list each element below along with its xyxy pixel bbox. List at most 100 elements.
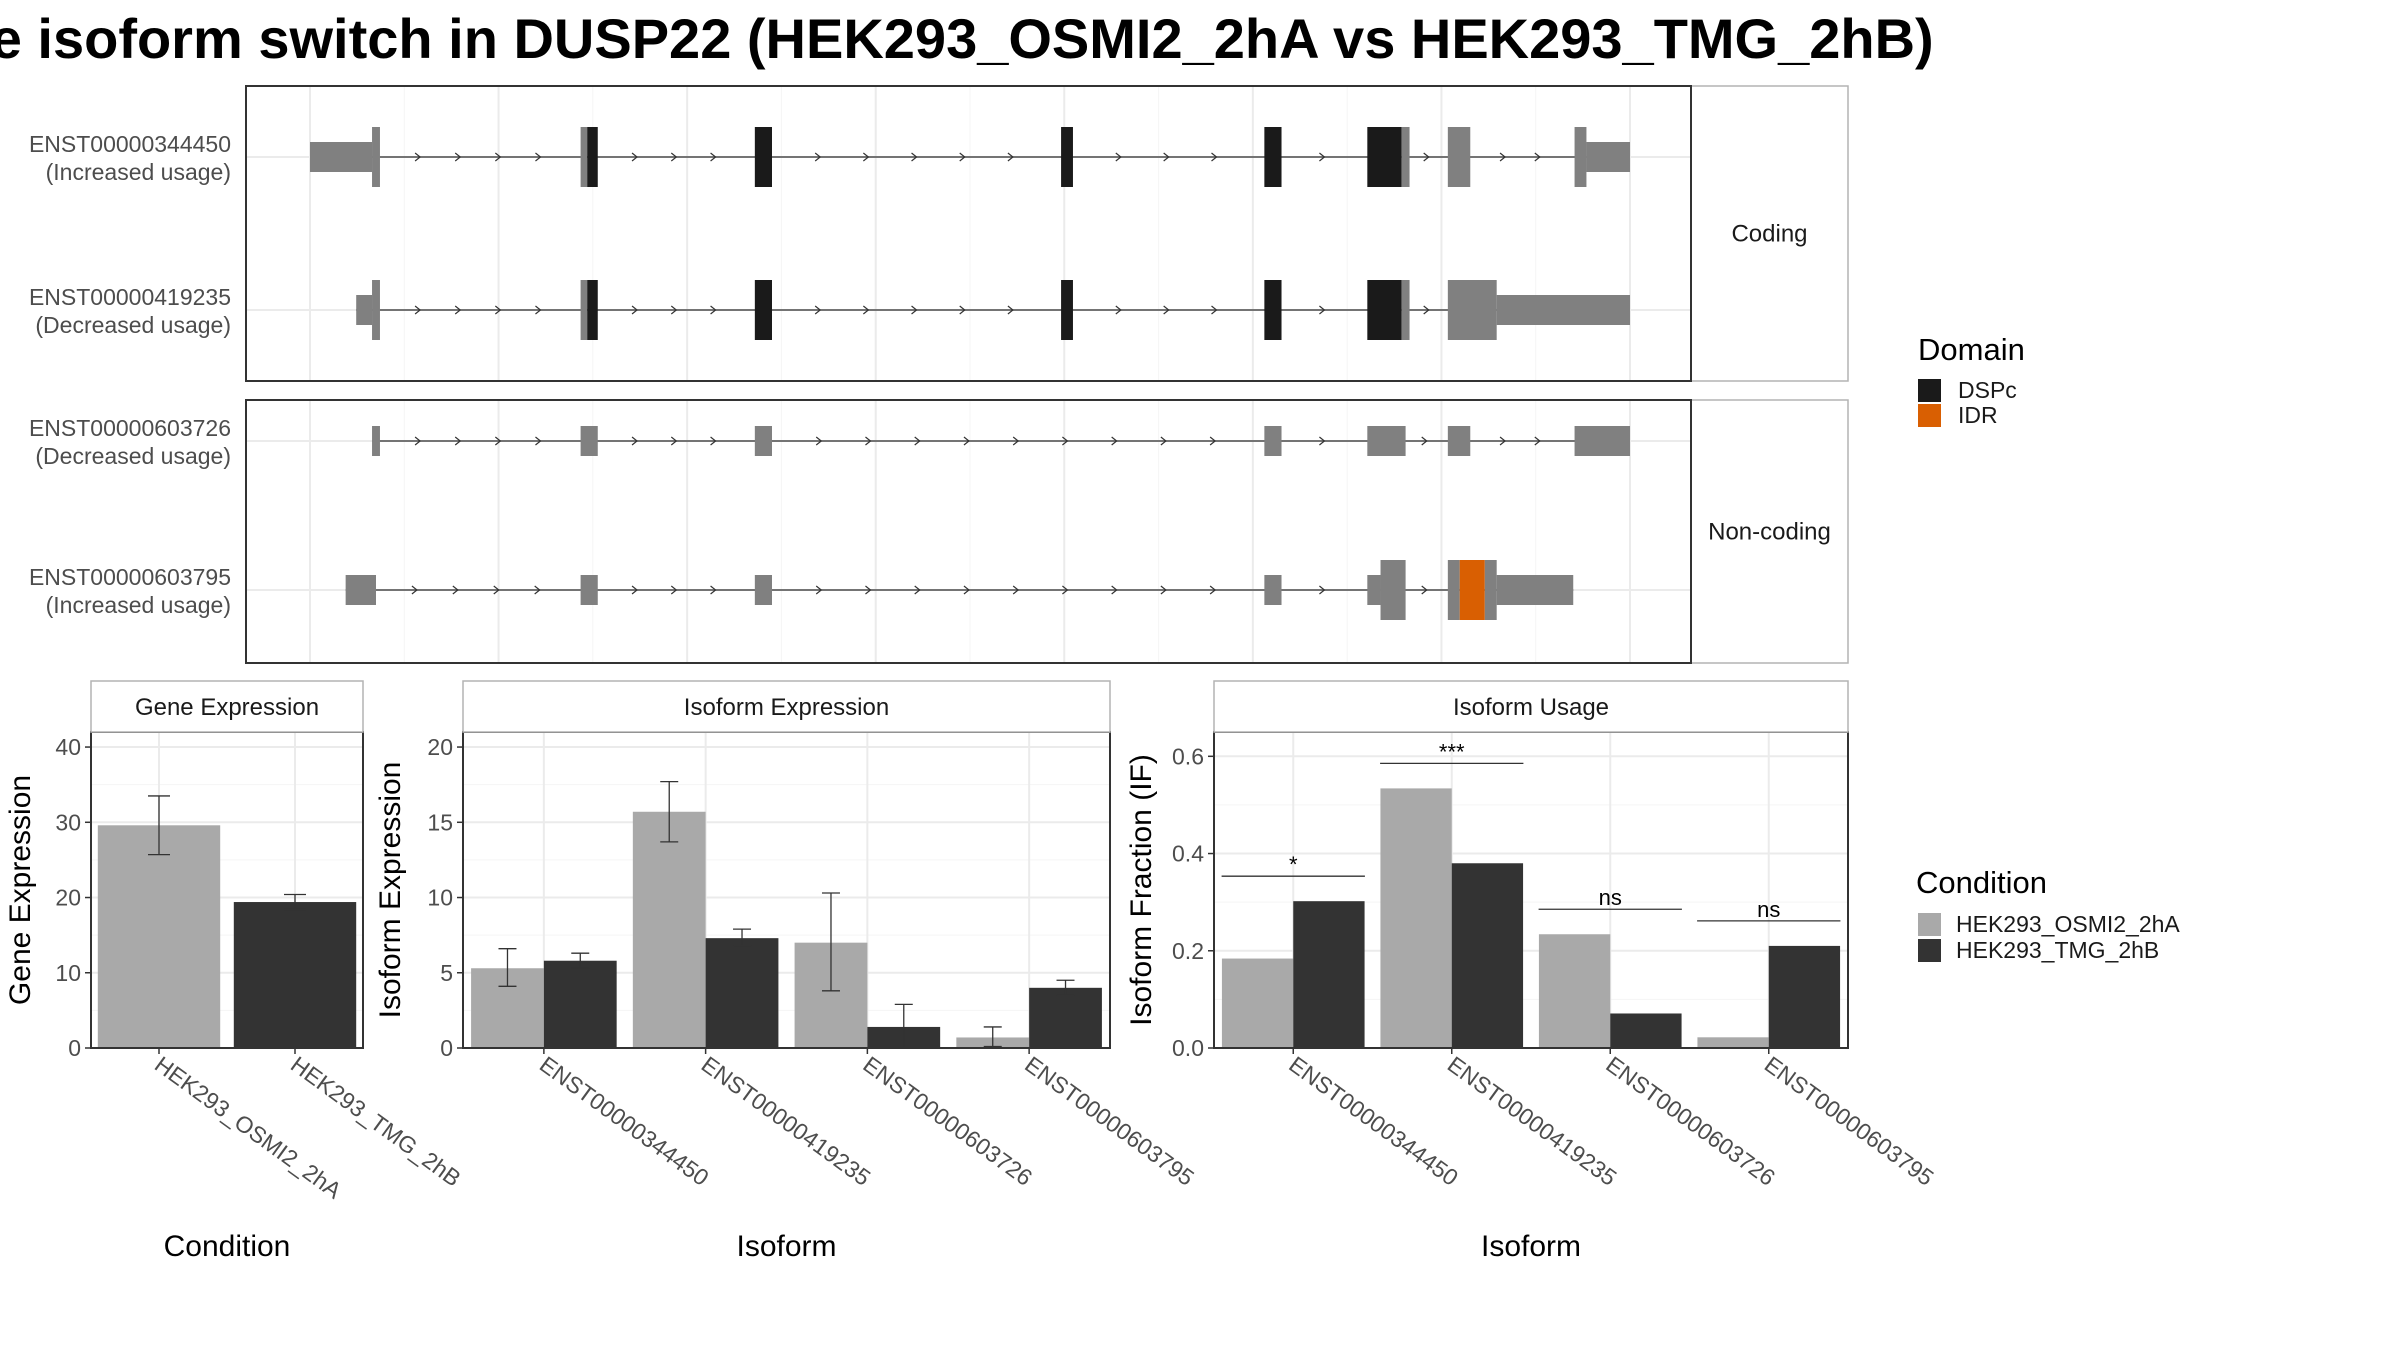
intron-direction-arrow <box>494 436 502 446</box>
condition-legend-title: Condition <box>1916 865 2047 900</box>
exon <box>580 280 588 340</box>
intron-direction-arrow <box>535 152 542 162</box>
panel-title: Gene Expression <box>135 694 319 721</box>
y-axis-title: Gene Expression <box>4 775 37 1005</box>
y-tick-label: 15 <box>427 809 453 835</box>
exon <box>1484 560 1497 620</box>
bar <box>543 960 617 1048</box>
exon-dspc-domain <box>1367 127 1402 187</box>
bar <box>1697 1037 1769 1048</box>
intron-direction-arrow <box>1209 585 1217 595</box>
panel-strip <box>462 680 1111 733</box>
intron-direction-arrow <box>1111 585 1118 595</box>
isoform-row-label: ENST00000419235 <box>29 284 231 310</box>
facet-strip-label: Non-coding <box>1708 519 1831 546</box>
exon <box>754 426 772 456</box>
condition-legend-label: HEK293_TMG_2hB <box>1956 937 2159 963</box>
exon-dspc-domain <box>754 127 772 187</box>
exon <box>1264 426 1282 456</box>
intron-direction-arrow <box>454 152 462 162</box>
intron-direction-arrow <box>710 305 717 315</box>
exon <box>372 127 380 187</box>
isoform-usage-label: (Decreased usage) <box>35 312 231 338</box>
x-tick-label: ENST00000419235 <box>697 1051 876 1191</box>
y-tick-label: 40 <box>55 734 81 760</box>
intron-direction-arrow <box>631 585 638 595</box>
significance-label: ns <box>1599 885 1622 910</box>
domain-legend-label: DSPc <box>1958 377 2017 403</box>
intron-direction-arrow <box>1423 152 1430 162</box>
intron-direction-arrow <box>1160 436 1167 446</box>
y-tick-label: 0.4 <box>1172 841 1204 867</box>
y-tick-label: 20 <box>427 734 453 760</box>
exon-dspc-domain <box>1264 127 1282 187</box>
intron-direction-arrow <box>1534 436 1541 446</box>
intron-direction-arrow <box>494 152 502 162</box>
intron-direction-arrow <box>710 585 717 595</box>
intron-direction-arrow <box>631 305 638 315</box>
intron-direction-arrow <box>815 585 823 595</box>
facet-strip <box>1690 399 1849 664</box>
intron-direction-arrow <box>1163 305 1170 315</box>
isoform-usage-label: (Increased usage) <box>46 159 231 185</box>
exon <box>580 426 598 456</box>
isoform-row-label: ENST00000603726 <box>29 415 231 441</box>
condition-legend-key <box>1918 913 1941 936</box>
intron-direction-arrow <box>710 436 717 446</box>
bar <box>1293 901 1365 1048</box>
isoform-structure-panel: CodingNon-codingENST00000344450(Increase… <box>29 85 1849 664</box>
intron-direction-arrow <box>1421 436 1428 446</box>
exon-dspc-domain <box>587 127 598 187</box>
intron-direction-arrow <box>1319 436 1326 446</box>
intron-direction-arrow <box>1163 152 1170 162</box>
intron-direction-arrow <box>1012 436 1020 446</box>
intron-direction-arrow <box>535 305 542 315</box>
intron-direction-arrow <box>911 152 918 162</box>
exon <box>580 575 598 605</box>
exon <box>310 142 373 172</box>
intron-direction-arrow <box>414 305 422 315</box>
condition-legend-label: HEK293_OSMI2_2hA <box>1956 911 2180 937</box>
exon <box>372 280 380 340</box>
domain-legend-key-idr <box>1918 404 1941 427</box>
bar <box>1221 958 1294 1048</box>
y-tick-label: 0 <box>440 1035 453 1061</box>
y-tick-label: 10 <box>55 960 81 986</box>
bar <box>97 825 221 1048</box>
intron-direction-arrow <box>1007 152 1014 162</box>
exon <box>1380 560 1406 620</box>
exon-dspc-domain <box>1061 280 1073 340</box>
panel-title: Isoform Expression <box>684 694 889 721</box>
exon <box>1264 575 1282 605</box>
x-tick-label: ENST00000603795 <box>1760 1051 1939 1191</box>
exon-dspc-domain <box>1264 280 1282 340</box>
condition-legend-key <box>1918 939 1941 962</box>
bar <box>233 902 357 1048</box>
y-tick-label: 20 <box>55 885 81 911</box>
exon <box>1586 142 1630 172</box>
facet-strip <box>1690 85 1849 382</box>
domain-legend-key-dspc <box>1918 379 1941 402</box>
intron-direction-arrow <box>1319 152 1326 162</box>
exon <box>1496 295 1630 325</box>
isoform-usage-label: (Increased usage) <box>46 592 231 618</box>
exon <box>1367 426 1406 456</box>
x-axis-title: Isoform <box>1481 1230 1581 1263</box>
domain-legend-title: Domain <box>1918 332 2025 367</box>
intron-direction-arrow <box>710 152 717 162</box>
x-tick-label: ENST00000344450 <box>535 1051 714 1191</box>
y-tick-label: 10 <box>427 885 453 911</box>
exon <box>356 295 373 325</box>
panel-2: 0.00.20.40.6****ns nsENST00000344450ENST0… <box>1125 680 1939 1263</box>
intron-direction-arrow <box>1534 152 1541 162</box>
isoform-usage-label: (Decreased usage) <box>35 443 231 469</box>
bar <box>632 811 706 1048</box>
intron-direction-arrow <box>1423 305 1430 315</box>
intron-direction-arrow <box>1421 585 1428 595</box>
exon <box>1447 280 1497 340</box>
exon <box>1447 560 1460 620</box>
y-tick-label: 0.6 <box>1172 743 1204 769</box>
exon-dspc-domain <box>587 280 598 340</box>
intron-direction-arrow <box>454 436 462 446</box>
